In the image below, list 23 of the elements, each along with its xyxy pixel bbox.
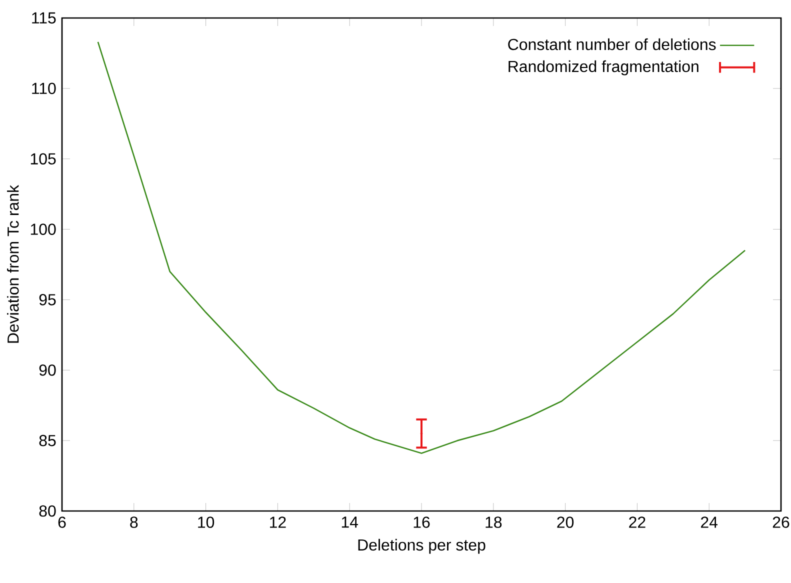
x-tick-label: 16 [414, 516, 430, 528]
y-tick-label: 95 [39, 294, 56, 306]
y-tick-label: 80 [39, 505, 56, 517]
x-tick-label: 12 [270, 516, 286, 528]
x-tick-label: 22 [629, 516, 646, 528]
y-tick-label: 85 [39, 434, 56, 446]
legend-label: Randomized fragmentation [508, 60, 698, 76]
x-tick-label: 10 [198, 516, 214, 528]
y-tick-label: 110 [32, 82, 56, 94]
y-axis-title: Deviation from Tc rank [7, 184, 19, 343]
x-tick-label: 20 [557, 516, 574, 528]
x-tick-label: 26 [772, 516, 790, 528]
x-axis-title: Deletions per step [358, 538, 486, 554]
x-tick-label: 18 [486, 516, 502, 528]
y-tick-label: 90 [39, 364, 56, 376]
legend-label: Constant number of deletions [508, 38, 716, 50]
x-tick-label: 24 [701, 516, 718, 528]
y-tick-label: 105 [30, 153, 56, 165]
x-tick-label: 6 [58, 516, 66, 528]
x-tick-label: 8 [130, 516, 138, 528]
y-tick-label: 100 [30, 224, 56, 235]
y-tick-label: 115 [32, 12, 56, 24]
x-tick-label: 14 [342, 516, 358, 528]
